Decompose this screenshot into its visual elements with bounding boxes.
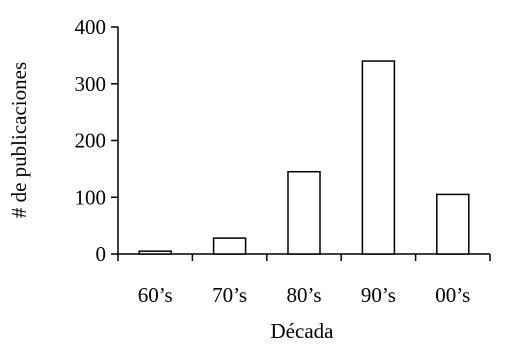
x-tick-label: 90’s xyxy=(361,283,396,307)
bar-2 xyxy=(287,170,321,255)
x-tick-label: 60’s xyxy=(138,283,173,307)
y-tick-label: 100 xyxy=(75,185,107,209)
bar-1 xyxy=(212,237,247,255)
x-axis-label: Década xyxy=(271,319,335,343)
y-tick-label: 300 xyxy=(75,72,107,96)
y-tick-label: 0 xyxy=(96,242,107,266)
y-axis-label: # de publicaciones xyxy=(7,62,31,218)
y-tick-label: 400 xyxy=(75,15,107,39)
y-tick-label: 200 xyxy=(75,129,107,153)
y-axis: 0 100 200 300 400 xyxy=(75,15,119,266)
bars xyxy=(138,60,470,255)
x-tick-label: 00’s xyxy=(435,283,470,307)
x-tick-label: 80’s xyxy=(286,283,321,307)
x-axis: 60’s 70’s 80’s 90’s 00’s xyxy=(117,253,491,307)
bar-4 xyxy=(436,193,470,255)
bar-0 xyxy=(138,250,172,255)
x-tick-label: 70’s xyxy=(212,283,247,307)
bar-3 xyxy=(361,60,396,255)
